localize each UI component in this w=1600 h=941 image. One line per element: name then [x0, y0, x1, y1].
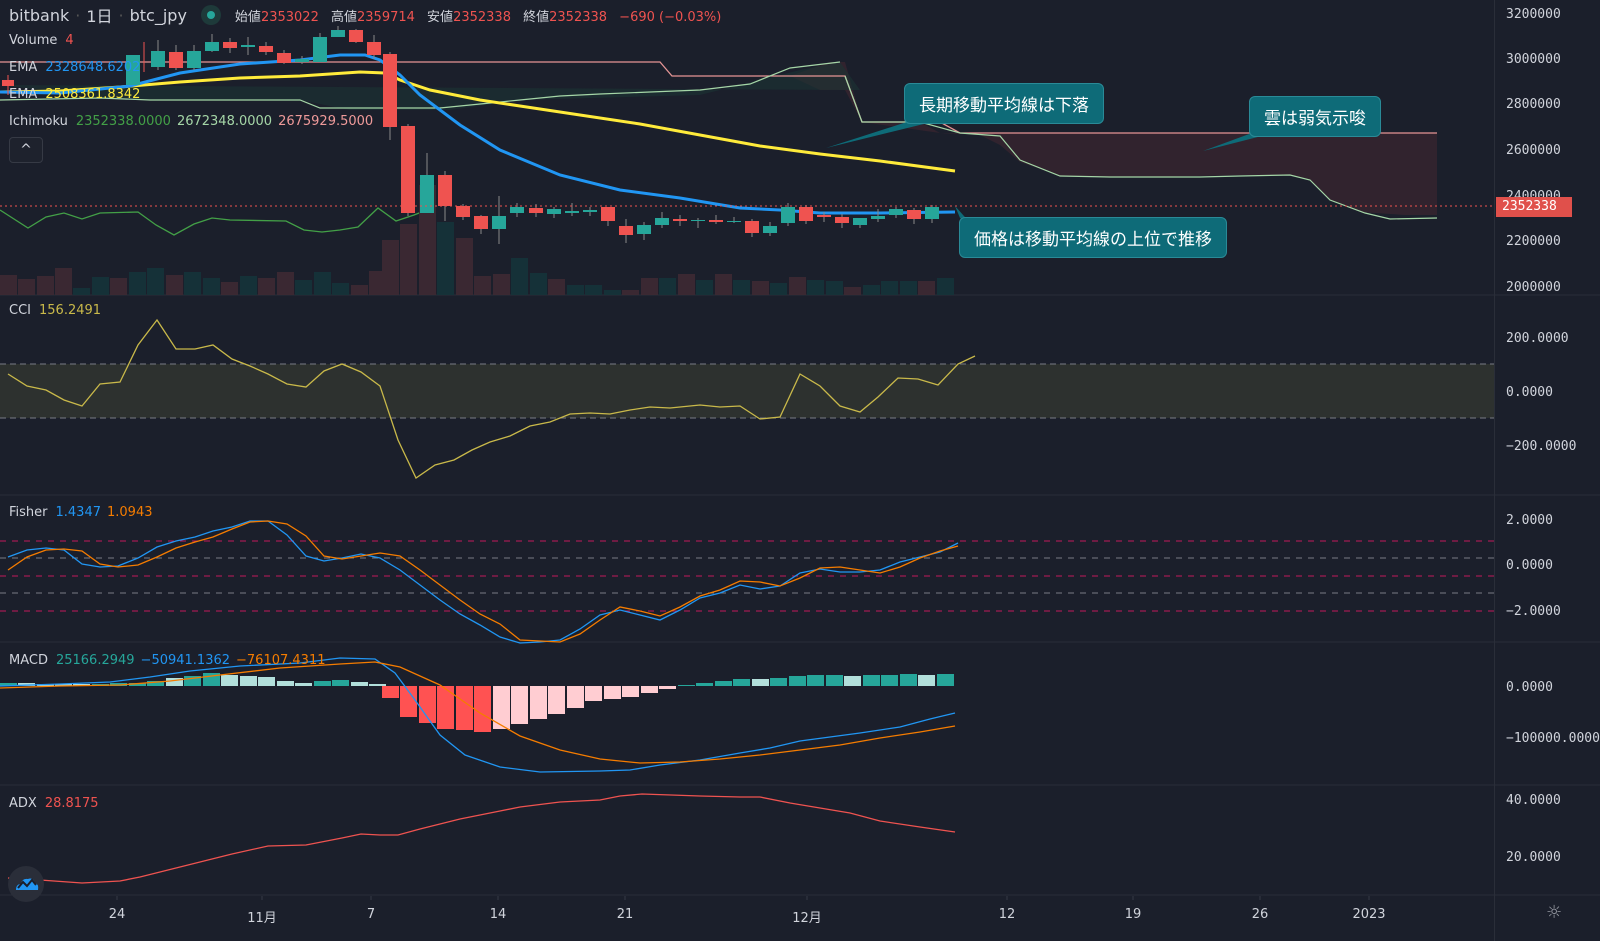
fisher-trigger-line: [7, 520, 959, 643]
market-status-icon: [200, 5, 221, 25]
interval-label[interactable]: 1日: [86, 7, 113, 26]
time-tick: 11月: [247, 911, 277, 926]
time-tick: 12: [998, 907, 1016, 922]
ema-fast-legend[interactable]: EMA 2328648.6202: [9, 60, 141, 75]
time-tick: 2023: [1352, 907, 1386, 922]
price-tick: 2000000: [1506, 280, 1561, 295]
tradingview-logo-icon[interactable]: [8, 866, 44, 902]
ichimoku-legend[interactable]: Ichimoku 2352338.0000 2672348.0000 2675929.…: [9, 114, 374, 129]
candles: [2, 26, 939, 244]
annotation-cloud[interactable]: 雲は弱気示唆: [1249, 96, 1381, 137]
adx-line: [7, 793, 956, 884]
ema-slow-legend[interactable]: EMA 2508361.8342: [9, 87, 141, 102]
time-tick: 21: [616, 907, 634, 922]
settings-gear-icon[interactable]: ☼: [1546, 902, 1563, 923]
price-tick: 3200000: [1506, 7, 1561, 22]
macd-tick: 0.0000: [1506, 680, 1553, 695]
time-tick: 12月: [792, 911, 822, 926]
macd-line: [0, 657, 956, 773]
volume-legend[interactable]: Volume 4: [9, 33, 74, 48]
cci-tick: 0.0000: [1506, 385, 1553, 400]
cci-tick: −200.0000: [1506, 439, 1577, 454]
fisher-tick: 2.0000: [1506, 513, 1553, 528]
ema-slow-line: [0, 70, 956, 173]
adx-legend[interactable]: ADX 28.8175: [9, 796, 99, 811]
macd-legend[interactable]: MACD 25166.2949 −50941.1362 −76107.4311: [9, 653, 326, 668]
chikou-line: [0, 207, 433, 236]
ichimoku-cloud: [0, 61, 1438, 220]
last-price-tag: 2352338: [1496, 197, 1572, 217]
price-tick: 2600000: [1506, 143, 1561, 158]
macd-signal-line: [0, 661, 956, 764]
ohlc-values: 始値2353022 高値2359714 安値2352338 終値2352338 …: [234, 9, 722, 25]
price-axis[interactable]: [1494, 0, 1600, 941]
fisher-line: [7, 520, 959, 644]
time-tick: 7: [366, 907, 376, 922]
adx-tick: 40.0000: [1506, 793, 1561, 808]
macd-histogram: [0, 673, 954, 732]
price-tick: 3000000: [1506, 52, 1561, 67]
fisher-tick: −2.0000: [1506, 604, 1561, 619]
time-tick: 14: [489, 907, 507, 922]
ema-fast-line: [0, 53, 956, 215]
time-tick: 24: [108, 907, 126, 922]
annotation-long-ma[interactable]: 長期移動平均線は下落: [904, 83, 1104, 124]
time-tick: 26: [1251, 907, 1269, 922]
exchange-name[interactable]: bitbank: [9, 5, 70, 25]
cci-legend[interactable]: CCI 156.2491: [9, 303, 102, 318]
adx-tick: 20.0000: [1506, 850, 1561, 865]
cci-tick: 200.0000: [1506, 331, 1569, 346]
annotation-price[interactable]: 価格は移動平均線の上位で推移: [959, 217, 1227, 258]
time-tick: 19: [1124, 907, 1142, 922]
chart-header: bitbank · 1日 · btc_jpy 始値2353022 高値23597…: [9, 3, 729, 27]
fisher-legend[interactable]: Fisher 1.4347 1.0943: [9, 505, 153, 520]
price-tick: 2800000: [1506, 97, 1561, 112]
symbol-label[interactable]: btc_jpy: [129, 5, 187, 25]
macd-tick: −100000.0000: [1506, 731, 1600, 746]
price-tick: 2200000: [1506, 234, 1561, 249]
cci-line: [7, 318, 976, 479]
volume-bars: [0, 185, 954, 295]
fisher-tick: 0.0000: [1506, 558, 1553, 573]
collapse-legend-button[interactable]: ^: [9, 137, 43, 163]
